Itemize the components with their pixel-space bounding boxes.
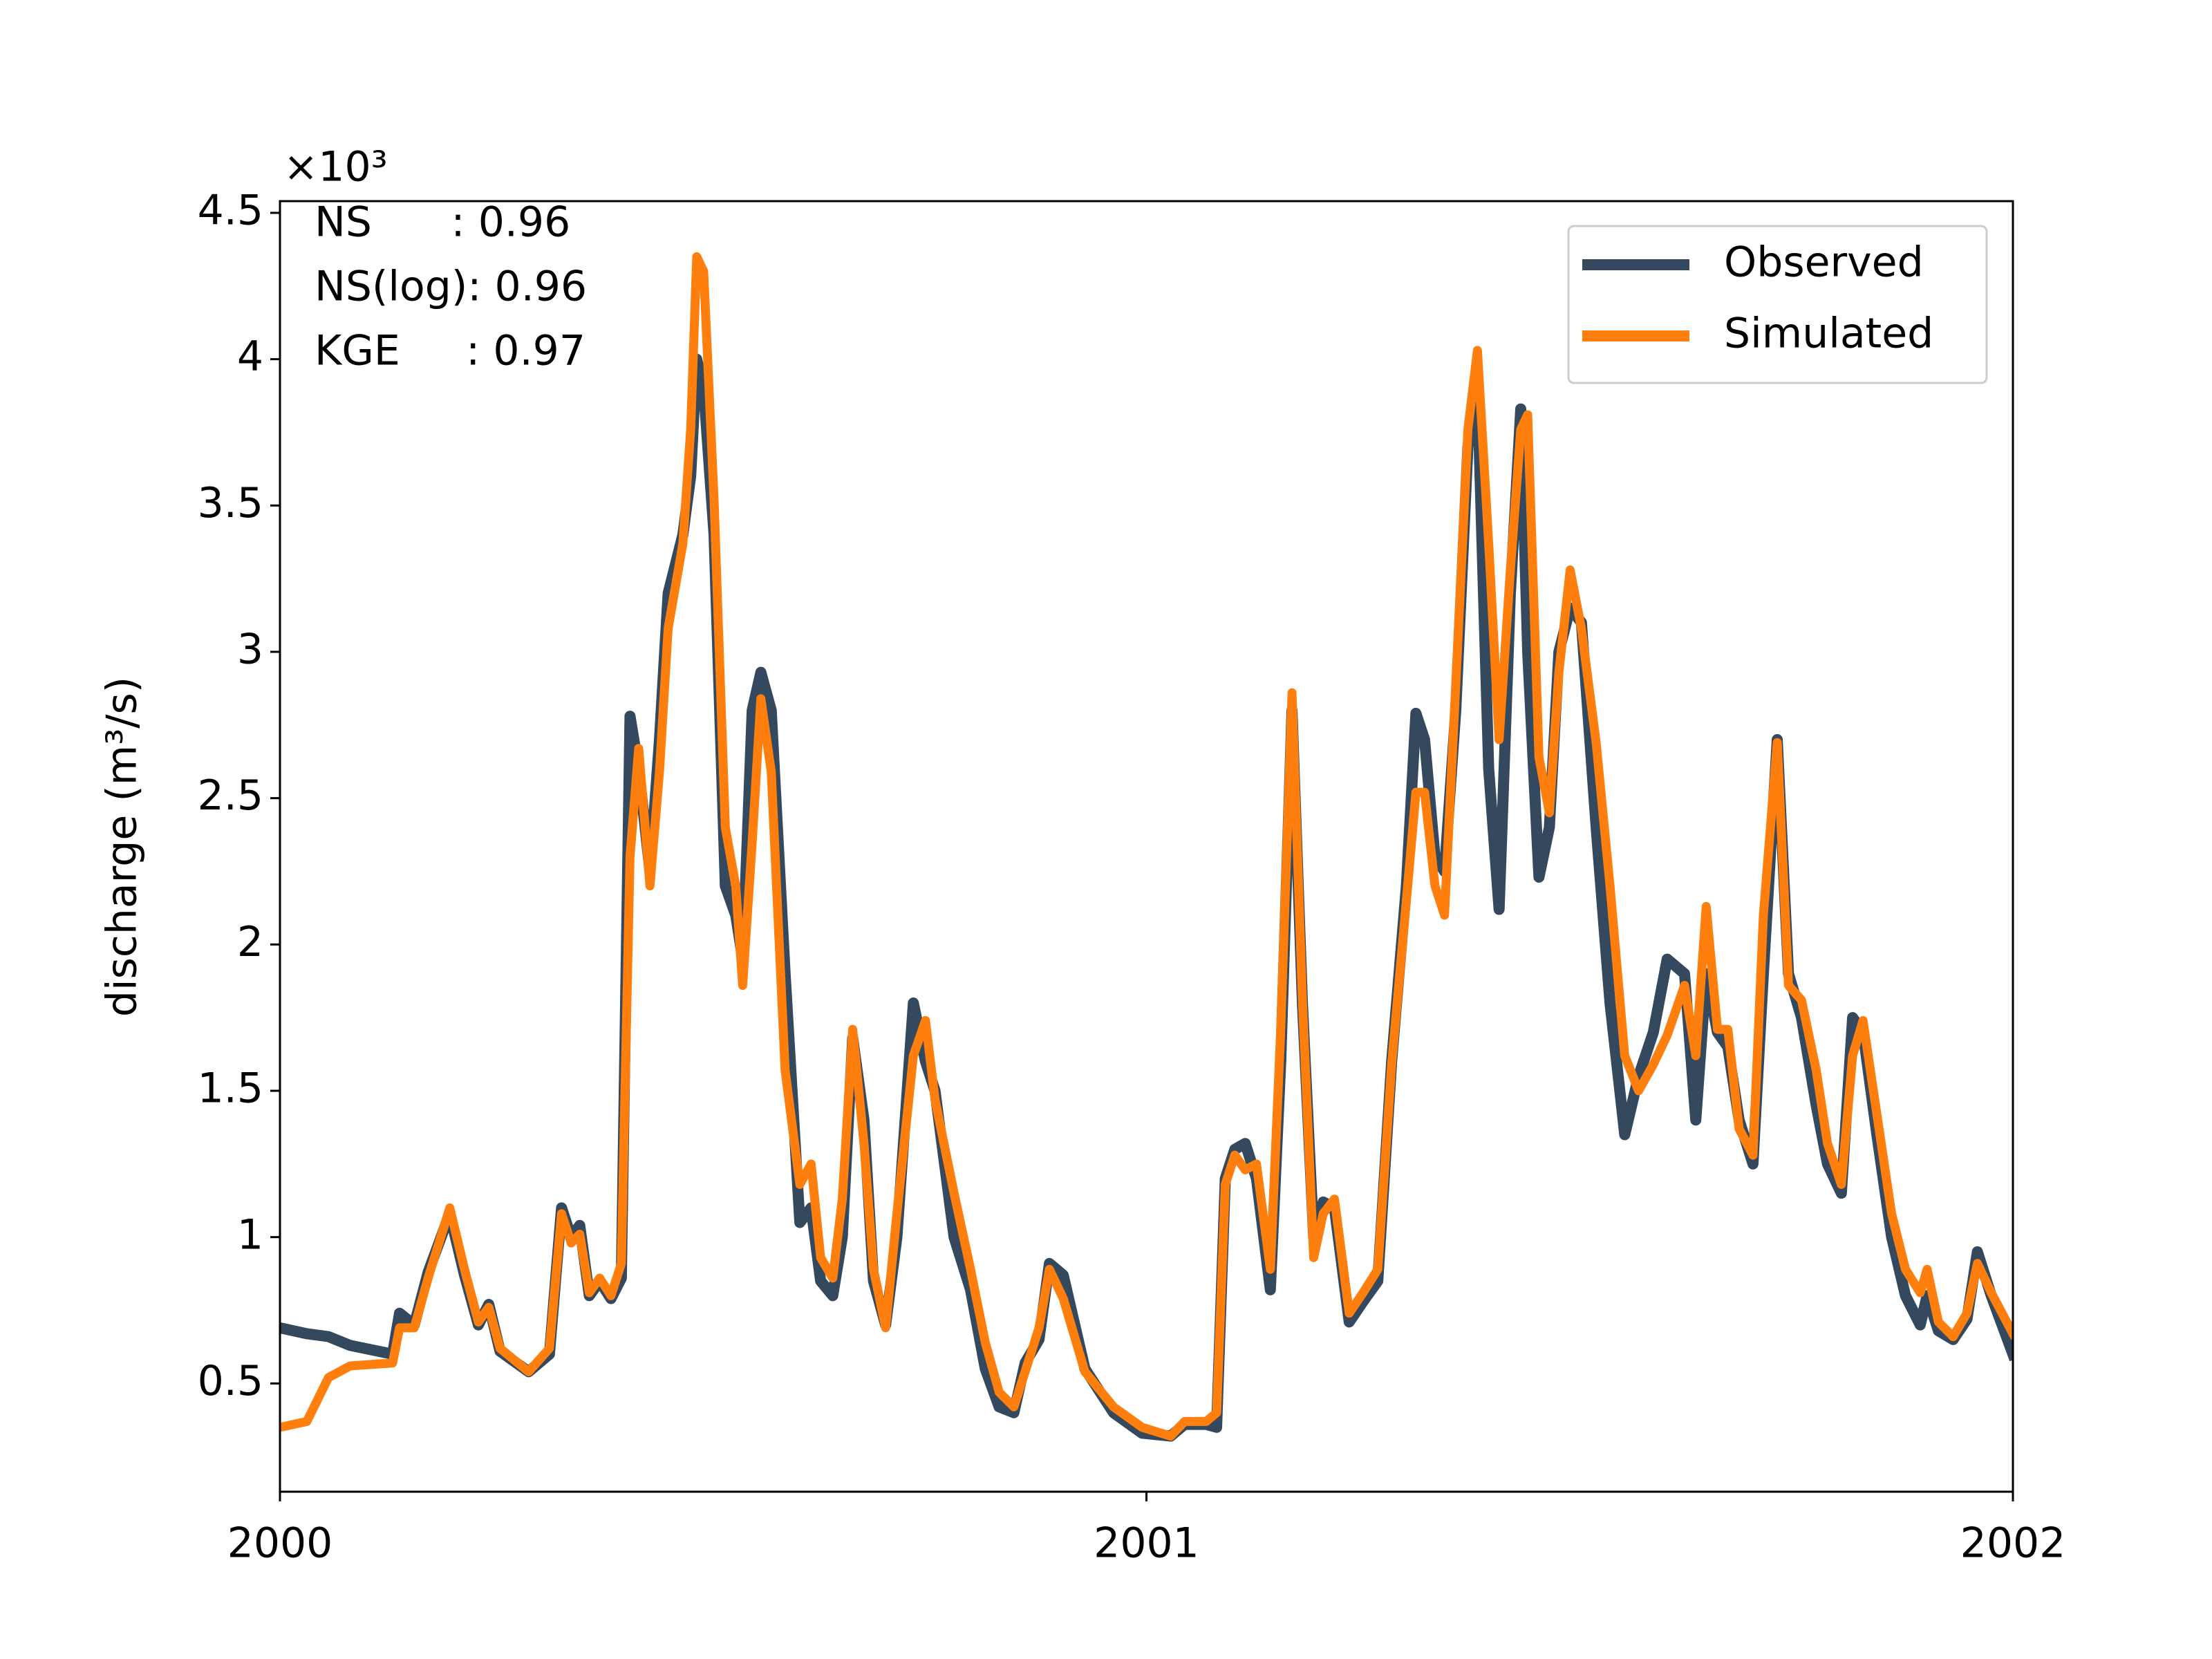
legend-label: Observed bbox=[1724, 238, 1924, 287]
annotation: KGE : 0.97 bbox=[315, 327, 585, 375]
x-tick-label: 2001 bbox=[1094, 1519, 1199, 1568]
y-tick-label: 1.5 bbox=[198, 1065, 263, 1113]
annotation: NS : 0.96 bbox=[315, 198, 570, 247]
y-tick-label: 4 bbox=[237, 332, 263, 381]
legend-label: Simulated bbox=[1724, 310, 1933, 358]
y-tick-label: 1 bbox=[237, 1210, 263, 1259]
y-tick-label: 2.5 bbox=[198, 771, 263, 820]
y-tick-label: 2 bbox=[237, 918, 263, 966]
x-tick-label: 2002 bbox=[1960, 1519, 2066, 1568]
y-axis-label: discharge (m³/s) bbox=[98, 677, 147, 1017]
annotation: NS(log): 0.96 bbox=[315, 263, 587, 311]
y-tick-label: 4.5 bbox=[198, 187, 263, 235]
y-tick-label: 3 bbox=[237, 626, 263, 674]
y-tick-label: 3.5 bbox=[198, 479, 263, 527]
offset-label: ×10³ bbox=[283, 143, 388, 191]
x-tick-label: 2000 bbox=[227, 1519, 333, 1568]
axes-frame bbox=[279, 200, 2014, 1493]
y-tick-label: 0.5 bbox=[198, 1357, 263, 1405]
plot-area bbox=[280, 252, 2013, 1442]
series-line bbox=[280, 252, 2013, 1441]
